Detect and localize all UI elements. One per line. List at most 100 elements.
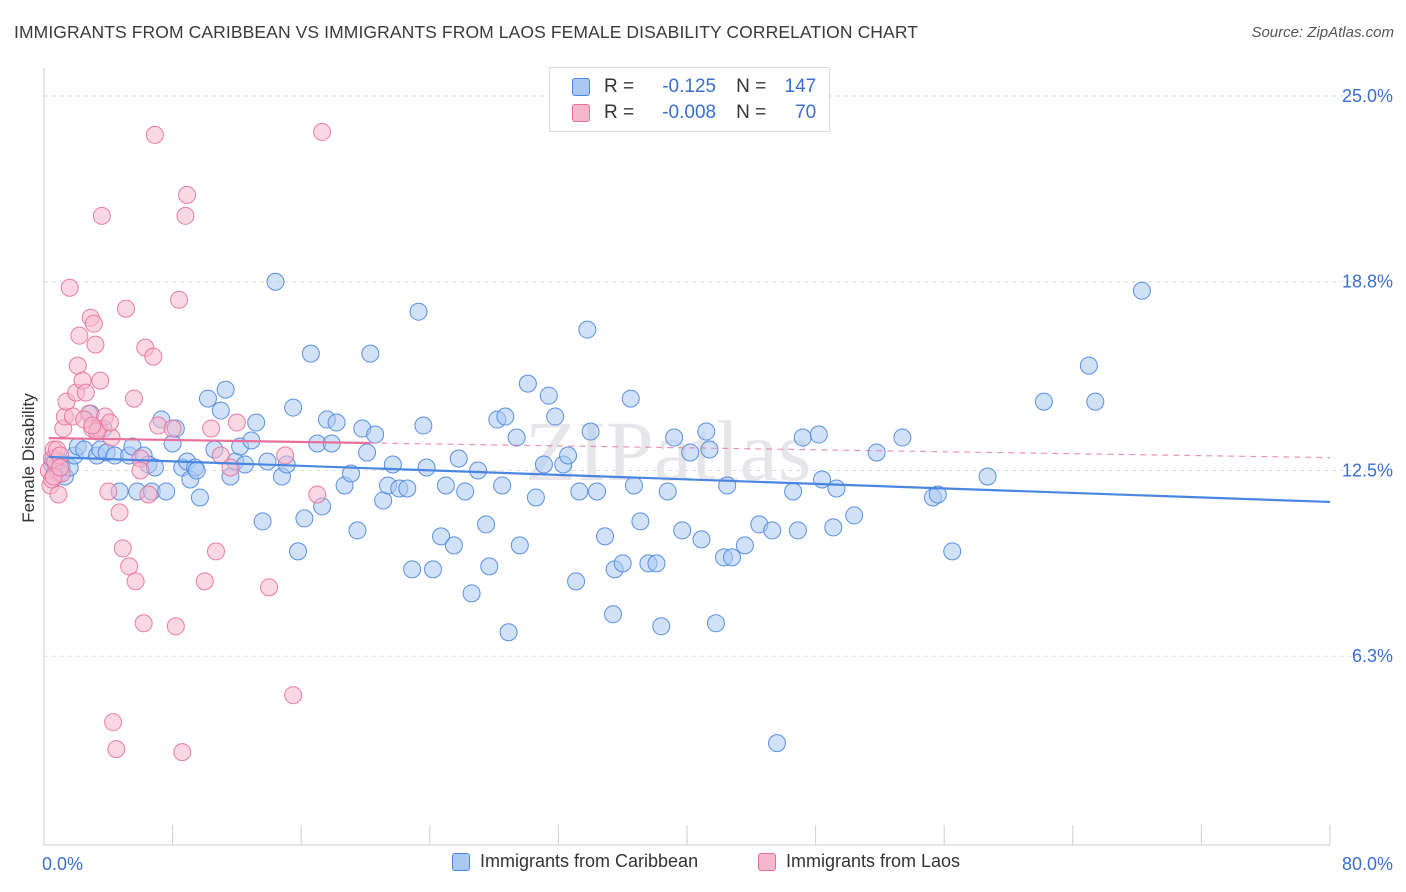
caribbean-point <box>845 506 864 525</box>
laos-point <box>260 578 279 597</box>
laos-point <box>60 278 79 297</box>
laos-point <box>92 206 111 225</box>
caribbean-point <box>398 479 417 498</box>
caribbean-point <box>417 458 436 477</box>
chart-title: IMMIGRANTS FROM CARIBBEAN VS IMMIGRANTS … <box>14 22 919 42</box>
laos-point <box>104 713 123 732</box>
laos-point <box>83 416 102 435</box>
series-legend-caribbean: Immigrants from Caribbean <box>452 851 698 872</box>
laos-point <box>120 557 139 576</box>
caribbean-point <box>596 527 615 546</box>
laos-point <box>176 206 195 225</box>
laos-point <box>91 371 110 390</box>
caribbean-point <box>809 425 828 444</box>
laos-point <box>125 389 144 408</box>
series-swatch-laos <box>758 852 776 871</box>
caribbean-point <box>893 428 912 447</box>
laos-trend-line-dashed <box>370 442 1331 459</box>
caribbean-point <box>361 344 380 363</box>
caribbean-point <box>499 623 518 642</box>
laos-point <box>51 458 70 477</box>
caribbean-point <box>1086 392 1105 411</box>
legend-r-value: -0.125 <box>662 76 717 97</box>
laos-trend-line-solid <box>48 437 371 445</box>
laos-point <box>207 542 226 561</box>
legend-swatch-caribbean <box>572 78 590 96</box>
laos-point <box>70 326 89 345</box>
caribbean-point <box>587 482 606 501</box>
caribbean-point <box>978 467 997 486</box>
caribbean-point <box>253 512 272 531</box>
caribbean-point <box>827 479 846 498</box>
caribbean-point <box>723 548 742 567</box>
caribbean-point <box>763 521 782 540</box>
caribbean-points <box>43 272 1151 753</box>
caribbean-trend-line <box>48 455 1331 504</box>
laos-point <box>308 485 327 504</box>
caribbean-point <box>444 536 463 555</box>
caribbean-point <box>477 515 496 534</box>
caribbean-point <box>613 554 632 573</box>
caribbean-point <box>462 584 481 603</box>
caribbean-point <box>539 386 558 405</box>
caribbean-point <box>366 425 385 444</box>
laos-point <box>100 413 119 432</box>
caribbean-point <box>824 518 843 537</box>
legend-r-label: R = <box>604 76 635 97</box>
caribbean-point <box>570 482 589 501</box>
legend-r-label: R = <box>604 102 635 123</box>
legend-row-laos: R = -0.008 N = 70 <box>572 101 816 125</box>
caribbean-point <box>706 614 725 633</box>
caribbean-point <box>258 452 277 471</box>
caribbean-point <box>424 560 443 579</box>
laos-points <box>39 122 332 762</box>
series-label-caribbean: Immigrants from Caribbean <box>480 851 699 871</box>
caribbean-point <box>546 407 565 426</box>
laos-point <box>68 356 87 375</box>
y-tick-label: 25.0% <box>1342 86 1393 106</box>
series-label-laos: Immigrants from Laos <box>786 851 961 871</box>
caribbean-point <box>342 464 361 483</box>
caribbean-point <box>788 521 807 540</box>
caribbean-point <box>1034 392 1053 411</box>
series-swatch-caribbean <box>452 852 470 871</box>
laos-point <box>170 290 189 309</box>
laos-point <box>99 482 118 501</box>
x-tick-label: 80.0% <box>1342 854 1393 874</box>
caribbean-point <box>928 485 947 504</box>
caribbean-point <box>665 428 684 447</box>
caribbean-point <box>383 455 402 474</box>
caribbean-point <box>784 482 803 501</box>
laos-point <box>113 539 132 558</box>
caribbean-point <box>692 530 711 549</box>
correlation-legend: R = -0.125 N = 147 R = -0.008 N = 70 <box>549 67 830 132</box>
caribbean-point <box>534 455 553 474</box>
legend-n-value: 147 <box>784 76 817 97</box>
laos-point <box>110 503 129 522</box>
caribbean-point <box>348 521 367 540</box>
laos-point <box>149 416 168 435</box>
caribbean-point <box>409 302 428 321</box>
caribbean-point <box>456 482 475 501</box>
caribbean-point <box>1079 356 1098 375</box>
laos-point <box>107 740 126 759</box>
legend-swatch-laos <box>572 104 590 122</box>
laos-point <box>76 383 95 402</box>
caribbean-point <box>943 542 962 561</box>
caribbean-point <box>374 491 393 510</box>
laos-point <box>139 485 158 504</box>
caribbean-point <box>198 389 217 408</box>
caribbean-point <box>216 380 235 399</box>
caribbean-point <box>414 416 433 435</box>
caribbean-point <box>621 389 640 408</box>
legend-n-value: 70 <box>795 102 817 123</box>
laos-point <box>284 686 303 705</box>
caribbean-point <box>1132 281 1151 300</box>
laos-point <box>116 299 135 318</box>
x-tick-label: 0.0% <box>42 854 83 874</box>
caribbean-point <box>793 428 812 447</box>
laos-point <box>145 125 164 144</box>
y-tick-label: 18.8% <box>1342 272 1393 292</box>
caribbean-point <box>647 554 666 573</box>
caribbean-point <box>157 482 176 501</box>
